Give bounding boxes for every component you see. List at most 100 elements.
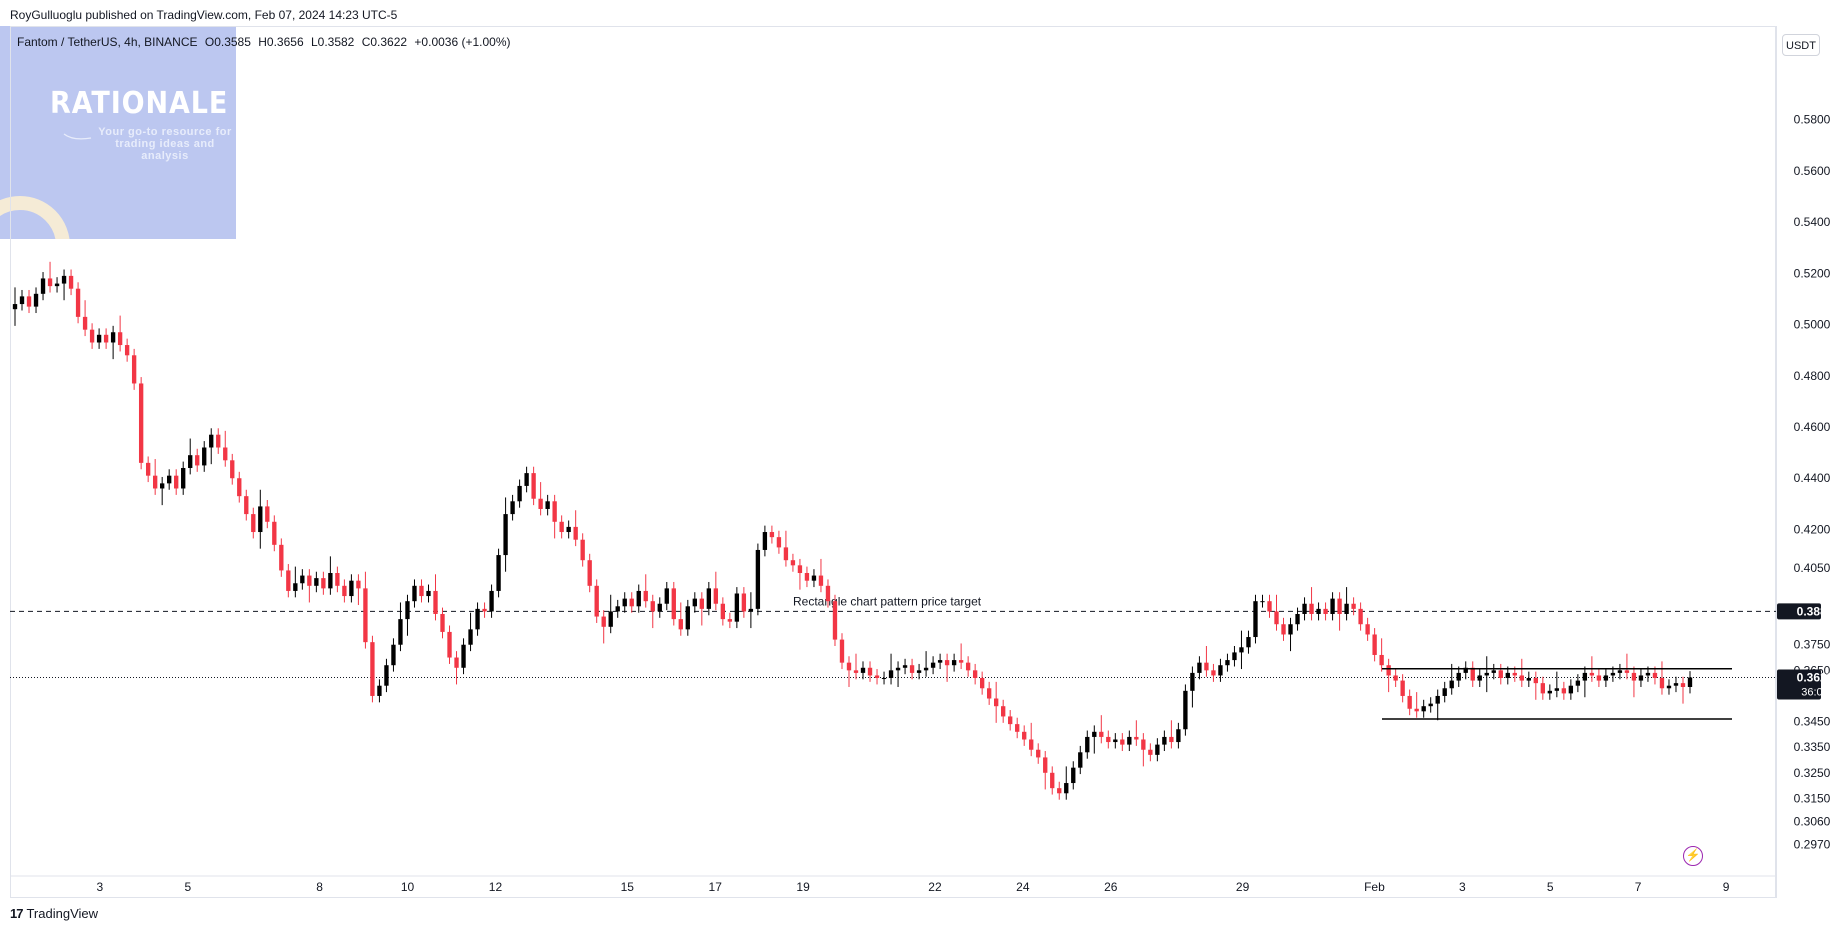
candle-body bbox=[573, 526, 578, 540]
candle-body bbox=[307, 575, 312, 586]
y-tick-label: 0.3450 bbox=[1794, 715, 1831, 729]
candle-body bbox=[538, 498, 543, 509]
candle-body bbox=[335, 573, 340, 586]
candle-body bbox=[1288, 624, 1293, 635]
candle-body bbox=[993, 698, 999, 707]
candle-body bbox=[1428, 703, 1433, 707]
candle-body bbox=[657, 603, 662, 612]
candle-body bbox=[349, 580, 354, 597]
candle-body bbox=[33, 293, 39, 307]
candle-body bbox=[195, 455, 200, 466]
candle-body bbox=[1561, 688, 1567, 694]
tradingview-logo-text: TradingView bbox=[26, 906, 99, 921]
candle-body bbox=[1386, 665, 1391, 676]
candle-body bbox=[552, 501, 557, 522]
candle-body bbox=[1183, 690, 1188, 730]
candle-body bbox=[1666, 685, 1672, 689]
y-tick-label: 0.3060 bbox=[1794, 814, 1831, 828]
y-tick-label: 0.3350 bbox=[1794, 740, 1831, 754]
candle-body bbox=[1603, 675, 1609, 681]
candle-body bbox=[328, 573, 333, 589]
x-tick-label: 10 bbox=[401, 880, 415, 894]
candle-body bbox=[1302, 603, 1307, 614]
candle-body bbox=[622, 598, 627, 607]
candle-body bbox=[68, 275, 74, 289]
lightning-icon[interactable]: ⚡ bbox=[1683, 846, 1703, 866]
symbol-open: O0.3585 bbox=[204, 35, 251, 49]
candle-body bbox=[363, 588, 368, 643]
candle-body bbox=[874, 675, 880, 679]
candle-body bbox=[1505, 672, 1510, 679]
candle-body bbox=[1001, 706, 1006, 717]
x-tick-label: 12 bbox=[489, 880, 503, 894]
candle-body bbox=[1120, 739, 1125, 745]
candle-body bbox=[321, 578, 326, 589]
candle-body bbox=[1176, 729, 1181, 743]
y-tick-label: 0.5800 bbox=[1794, 113, 1831, 127]
candle-body bbox=[1036, 749, 1041, 758]
y-tick-label: 0.4200 bbox=[1794, 522, 1831, 536]
candle-body bbox=[1309, 603, 1314, 614]
candle-body bbox=[1127, 736, 1132, 745]
x-tick-label: 26 bbox=[1104, 880, 1118, 894]
candle-body bbox=[1064, 783, 1069, 794]
candle-body bbox=[103, 334, 109, 343]
candle-body bbox=[909, 665, 915, 673]
candle-body bbox=[1015, 724, 1020, 732]
brand-watermark: RATIONALE Your go-to resource for tradin… bbox=[0, 26, 236, 239]
candle-body bbox=[741, 593, 747, 612]
candle-body bbox=[1652, 672, 1658, 679]
candle-body bbox=[1568, 685, 1574, 694]
candle-body bbox=[664, 588, 669, 604]
y-tick-label: 0.4600 bbox=[1794, 420, 1831, 434]
candle-body bbox=[1547, 690, 1553, 694]
bar-countdown-label: 36:07 bbox=[1801, 687, 1829, 699]
candle-body bbox=[356, 580, 361, 589]
candle-body bbox=[272, 521, 277, 545]
candle-body bbox=[944, 660, 950, 666]
candle-body bbox=[454, 657, 459, 668]
x-tick-label: 24 bbox=[1016, 880, 1030, 894]
candle-body bbox=[1624, 670, 1630, 673]
candle-body bbox=[965, 662, 971, 671]
currency-button[interactable]: USDT bbox=[1782, 34, 1820, 56]
candle-body bbox=[825, 585, 831, 602]
tradingview-logo[interactable]: 17 TradingView bbox=[10, 906, 98, 921]
candle-body bbox=[1596, 675, 1602, 681]
candle-body bbox=[1155, 744, 1160, 755]
candle-body bbox=[888, 670, 894, 679]
candle-body bbox=[209, 434, 214, 448]
candle-body bbox=[930, 662, 936, 668]
candle-body bbox=[314, 578, 319, 586]
candle-body bbox=[223, 447, 228, 461]
candle-body bbox=[692, 598, 697, 607]
candle-body bbox=[1078, 752, 1083, 768]
candle-body bbox=[1022, 731, 1027, 740]
candle-body bbox=[61, 275, 67, 284]
brand-title: RATIONALE bbox=[50, 86, 229, 121]
candle-body bbox=[1071, 767, 1076, 784]
candle-body bbox=[559, 521, 564, 533]
candle-body bbox=[1225, 660, 1230, 666]
candle-body bbox=[300, 575, 305, 584]
price-target-annotation: Rectangle chart pattern price target bbox=[793, 594, 982, 608]
candle-body bbox=[1631, 672, 1637, 681]
candle-body bbox=[1589, 672, 1595, 676]
candle-body bbox=[391, 644, 396, 666]
candle-body bbox=[979, 678, 985, 689]
candle-body bbox=[699, 598, 704, 609]
candle-body bbox=[174, 475, 179, 489]
candle-body bbox=[188, 455, 193, 468]
candle-body bbox=[1344, 603, 1349, 614]
candle-body bbox=[1260, 601, 1265, 603]
candle-body bbox=[720, 603, 726, 620]
candle-body bbox=[440, 613, 445, 632]
candle-body bbox=[377, 685, 382, 696]
candle-body bbox=[19, 296, 25, 305]
candle-body bbox=[1162, 736, 1167, 745]
x-tick-label: 7 bbox=[1635, 880, 1642, 894]
candle-body bbox=[1575, 680, 1581, 686]
candle-body bbox=[461, 644, 466, 668]
candle-body bbox=[1099, 731, 1104, 737]
